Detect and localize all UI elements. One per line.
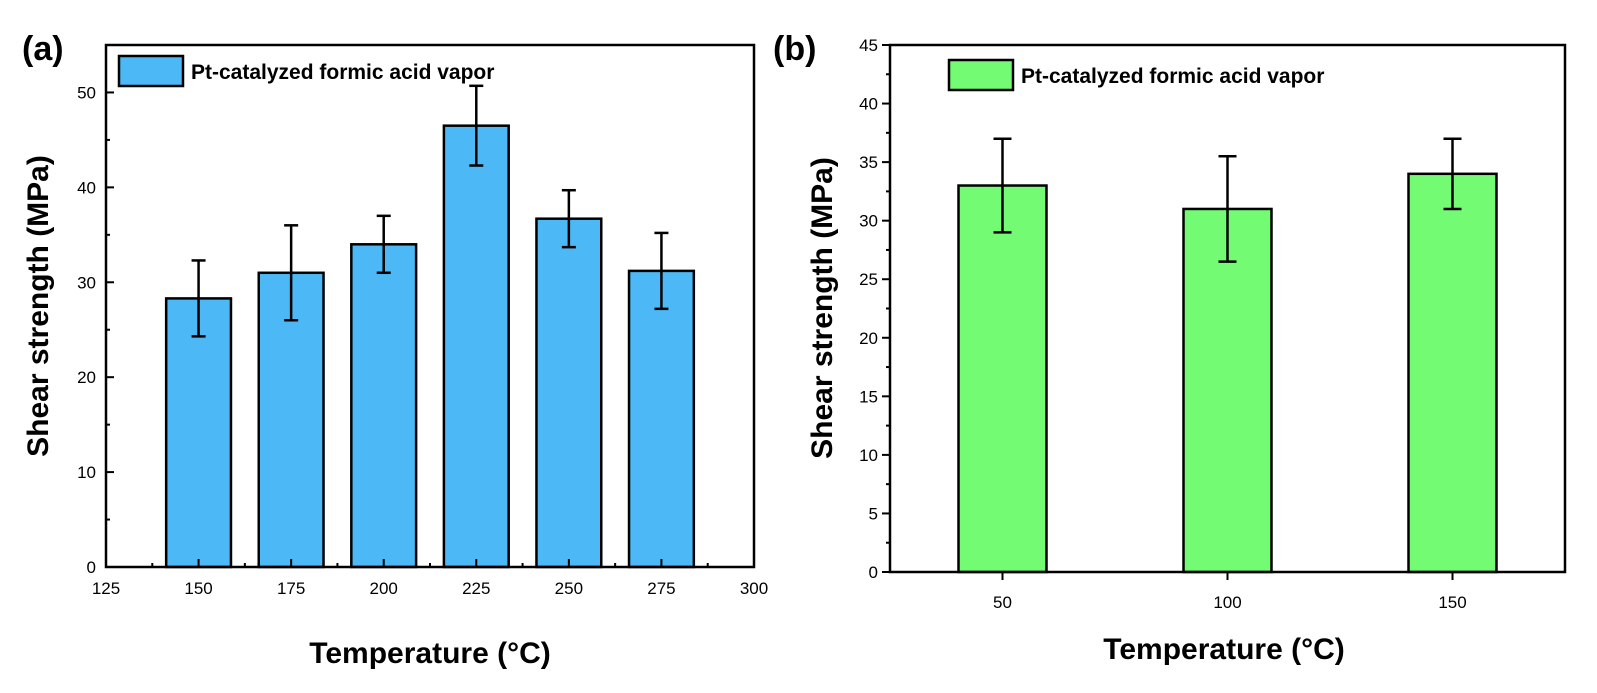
panel-a-ticks: 125 150 175 200 225 250 275 300 0 10 20 30 40 50: [77, 44, 768, 598]
panel-a-x-axis-title: Temperature (°C): [309, 637, 550, 670]
x-tick-label: 100: [1213, 593, 1241, 612]
bar: [627, 269, 696, 569]
x-tick-label: 225: [462, 579, 490, 598]
bar: [350, 243, 418, 569]
bar: [442, 124, 510, 569]
y-tick-label: 0: [869, 563, 878, 582]
x-tick-label: 250: [555, 579, 583, 598]
panel-a-legend-swatch: [117, 54, 185, 88]
bar: [257, 271, 325, 569]
panel-b-y-axis-title: Shear strength (MPa): [806, 157, 839, 459]
y-tick-label: 0: [87, 558, 96, 577]
y-tick-label: 45: [859, 36, 878, 55]
panel-a-label: (a): [22, 30, 64, 68]
panel-a-y-axis-title: Shear strength (MPa): [22, 155, 55, 457]
panel-a-error-bars: [191, 84, 669, 338]
x-tick-label: 300: [740, 579, 768, 598]
y-tick-label: 15: [859, 387, 878, 406]
panel-b-legend-swatch: [947, 58, 1015, 92]
panel-a-bars: [164, 124, 696, 569]
panel-b-error-bars: [993, 137, 1462, 263]
panel-b-label: (b): [773, 30, 816, 68]
x-tick-label: 150: [184, 579, 212, 598]
bar: [957, 184, 1048, 574]
panel-b-bars: [957, 172, 1498, 574]
x-tick-label: 200: [370, 579, 398, 598]
panel-b-legend-text: Pt-catalyzed formic acid vapor: [1021, 65, 1324, 88]
y-tick-label: 30: [77, 273, 96, 292]
x-tick-label: 125: [92, 579, 120, 598]
y-tick-label: 40: [859, 95, 878, 114]
y-tick-label: 5: [869, 504, 878, 523]
panel-b-legend: Pt-catalyzed formic acid vapor: [947, 58, 1324, 92]
y-tick-label: 20: [77, 368, 96, 387]
bar: [1182, 207, 1273, 574]
x-tick-label: 150: [1438, 593, 1466, 612]
bar: [164, 297, 233, 569]
y-tick-label: 30: [859, 212, 878, 231]
x-tick-label: 50: [993, 593, 1012, 612]
panel-b-x-axis-title: Temperature (°C): [1103, 633, 1344, 666]
y-tick-label: 20: [859, 329, 878, 348]
panel-b-ticks: 50 100 150 0 5 10 15 20 25 30 35 40 45: [859, 36, 1467, 612]
x-tick-label: 175: [277, 579, 305, 598]
y-tick-label: 35: [859, 153, 878, 172]
panel-a-legend-text: Pt-catalyzed formic acid vapor: [191, 61, 494, 84]
bar: [535, 217, 603, 569]
y-tick-label: 50: [77, 83, 96, 102]
y-tick-label: 40: [77, 178, 96, 197]
x-tick-label: 275: [647, 579, 675, 598]
y-tick-label: 25: [859, 270, 878, 289]
bar: [1407, 172, 1498, 574]
panel-a-legend: Pt-catalyzed formic acid vapor: [117, 54, 494, 88]
y-tick-label: 10: [77, 463, 96, 482]
panel-b: 50 100 150 0 5 10 15 20 25 30 35 40 45 (b) Pt-cataly…: [773, 30, 1567, 666]
y-tick-label: 10: [859, 446, 878, 465]
